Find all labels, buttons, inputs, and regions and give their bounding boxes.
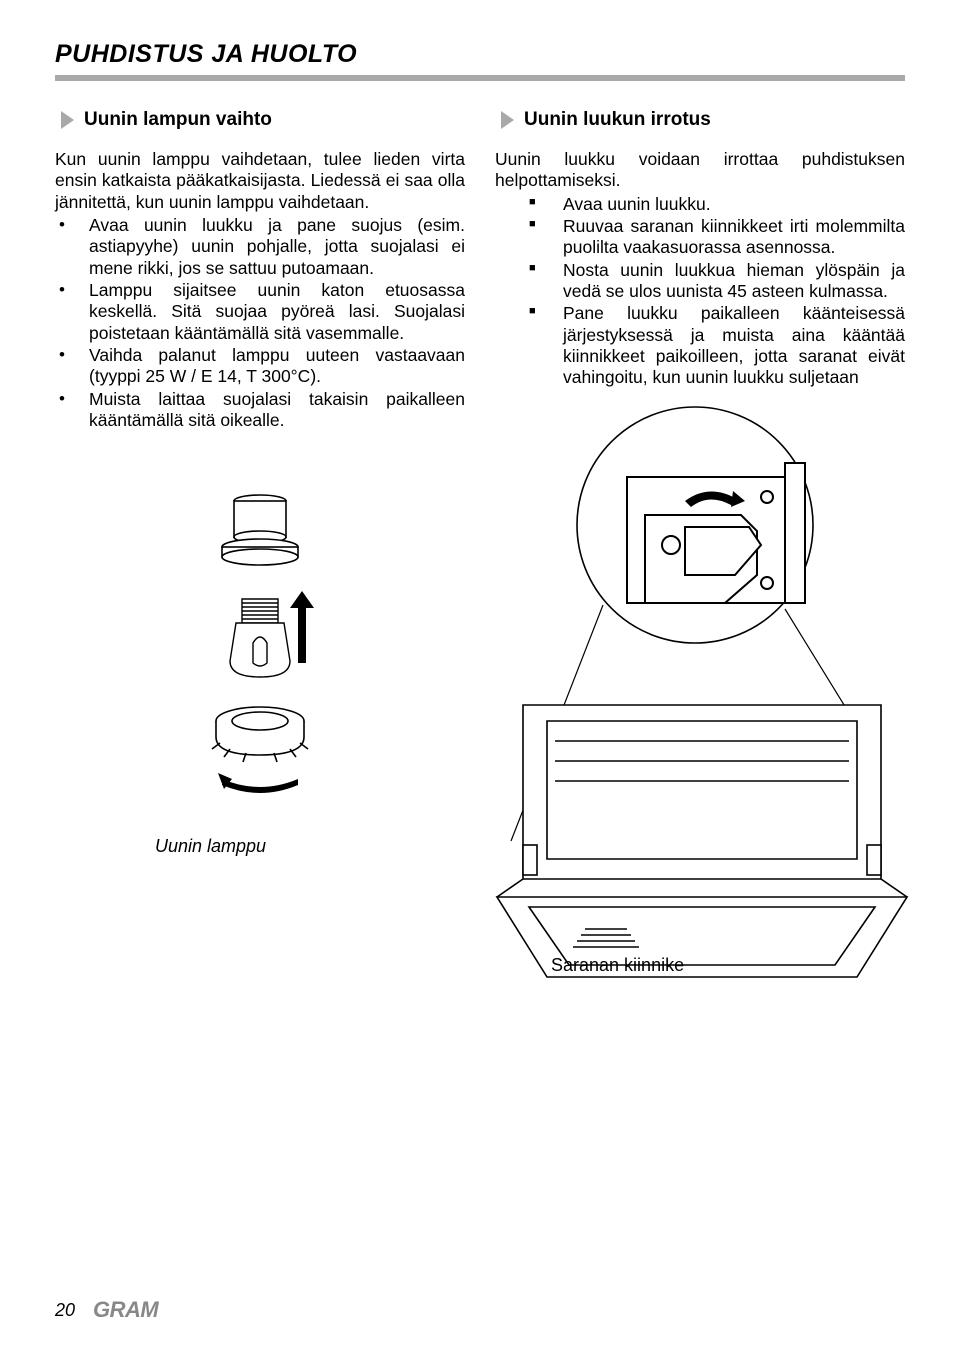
list-item: Lamppu sijaitsee uunin katon etuosassa k… bbox=[55, 280, 465, 344]
door-svg bbox=[485, 405, 915, 995]
list-item: Ruuvaa saranan kiinnikkeet irti molemmil… bbox=[529, 216, 905, 259]
right-section-title: Uunin luukun irrotus bbox=[524, 109, 711, 131]
left-section-header: Uunin lampun vaihto bbox=[55, 109, 465, 131]
lamp-svg bbox=[170, 493, 350, 803]
page-number: 20 bbox=[55, 1300, 75, 1321]
right-intro: Uunin luukku voidaan irrottaa puhdistuks… bbox=[495, 149, 905, 192]
two-column-layout: Uunin lampun vaihto Kun uunin lamppu vai… bbox=[55, 109, 905, 1000]
list-item: Avaa uunin luukku ja pane suojus (esim. … bbox=[55, 215, 465, 279]
triangle-icon bbox=[501, 111, 514, 129]
brand-logo: GRAM bbox=[93, 1297, 158, 1323]
door-figure: Saranan kiinnike bbox=[495, 405, 905, 1000]
right-bullet-list: Avaa uunin luukku. Ruuvaa saranan kiinni… bbox=[529, 194, 905, 389]
list-item: Nosta uunin luukkua hieman ylöspäin ja v… bbox=[529, 260, 905, 303]
lamp-figure: Uunin lamppu bbox=[55, 493, 465, 857]
right-body: Uunin luukku voidaan irrottaa puhdistuks… bbox=[495, 149, 905, 389]
lamp-caption: Uunin lamppu bbox=[55, 836, 465, 857]
list-item: Avaa uunin luukku. bbox=[529, 194, 905, 215]
footer: 20 GRAM bbox=[55, 1297, 158, 1323]
left-intro: Kun uunin lamppu vaihdetaan, tulee liede… bbox=[55, 149, 465, 213]
triangle-icon bbox=[61, 111, 74, 129]
left-body: Kun uunin lamppu vaihdetaan, tulee liede… bbox=[55, 149, 465, 431]
right-section-header: Uunin luukun irrotus bbox=[495, 109, 905, 131]
page-heading: PUHDISTUS JA HUOLTO bbox=[55, 40, 905, 69]
list-item: Pane luukku paikalleen käänteisessä järj… bbox=[529, 303, 905, 388]
left-column: Uunin lampun vaihto Kun uunin lamppu vai… bbox=[55, 109, 465, 1000]
right-column: Uunin luukun irrotus Uunin luukku voidaa… bbox=[495, 109, 905, 1000]
door-caption: Saranan kiinnike bbox=[551, 955, 684, 976]
left-bullet-list: Avaa uunin luukku ja pane suojus (esim. … bbox=[55, 215, 465, 431]
list-item: Muista laittaa suojalasi takaisin paikal… bbox=[55, 389, 465, 432]
heading-rule bbox=[55, 75, 905, 81]
list-item: Vaihda palanut lamppu uuteen vastaavaan … bbox=[55, 345, 465, 388]
left-section-title: Uunin lampun vaihto bbox=[84, 109, 272, 131]
